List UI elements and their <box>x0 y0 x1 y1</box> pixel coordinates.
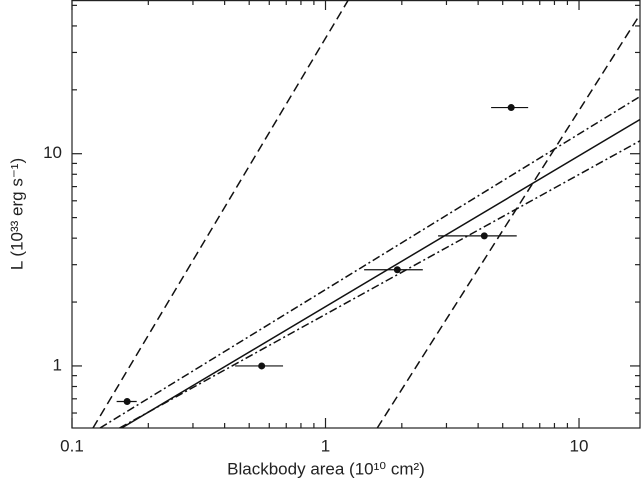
fit-lines <box>92 0 640 428</box>
model-line <box>121 118 640 428</box>
plot-frame <box>71 0 641 429</box>
y-tick-label: 10 <box>43 143 62 162</box>
y-axis-label: L (10³³ erg s⁻¹) <box>7 158 26 270</box>
x-tick-label: 10 <box>570 436 589 455</box>
model-line <box>376 14 640 428</box>
data-point <box>123 397 131 405</box>
x-axis-label: Blackbody area (10¹⁰ cm²) <box>227 459 425 478</box>
x-tick-label: 1 <box>321 436 330 455</box>
data-point <box>258 362 266 370</box>
y-tick-label: 1 <box>53 355 62 374</box>
model-line <box>99 95 640 428</box>
model-line <box>119 140 640 428</box>
data-point <box>507 104 515 112</box>
model-line <box>92 0 349 428</box>
x-tick-label: 0.1 <box>60 436 84 455</box>
data-point <box>480 232 488 240</box>
data-point <box>393 266 401 274</box>
